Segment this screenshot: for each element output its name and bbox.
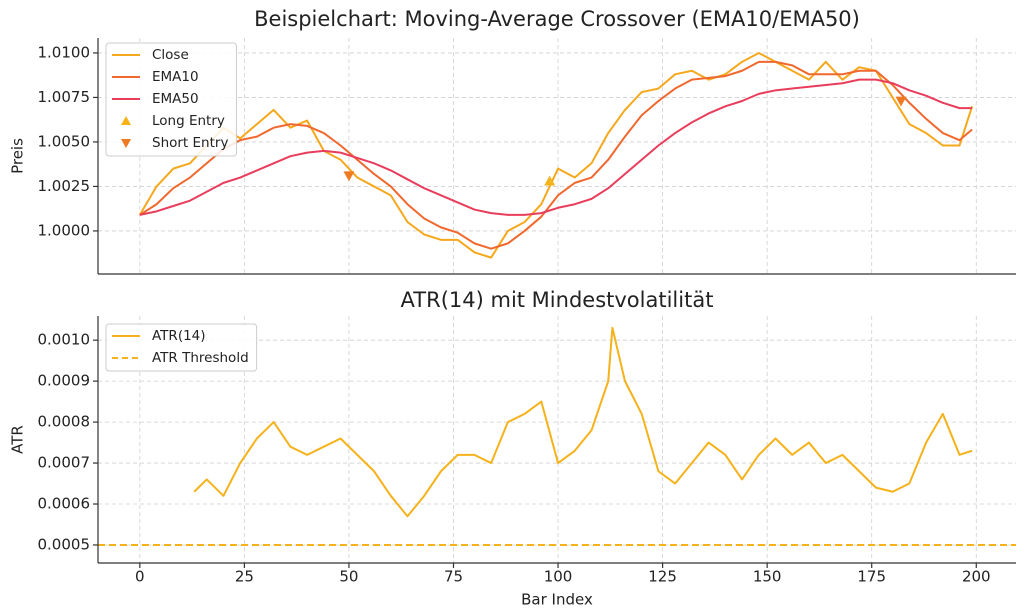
legend-label: EMA50 xyxy=(152,91,199,107)
legend-swatch xyxy=(121,116,131,125)
legend-box xyxy=(105,42,237,157)
series-line xyxy=(139,60,973,250)
x-tick-label: 0 xyxy=(135,568,145,586)
y-tick-label: 0.0008 xyxy=(38,413,91,431)
x-axis-label: Bar Index xyxy=(521,591,593,609)
x-tick-label: 200 xyxy=(962,568,991,586)
series-line xyxy=(139,78,973,216)
x-tick-label: 150 xyxy=(753,568,782,586)
y-tick-label: 1.0100 xyxy=(38,43,91,61)
y-tick-label: 1.0000 xyxy=(38,221,91,239)
legend-box xyxy=(105,323,258,372)
x-tick-label: 25 xyxy=(235,568,254,586)
x-tick-label: 50 xyxy=(339,568,358,586)
y-tick-label: 1.0075 xyxy=(38,88,91,106)
y-axis-label: Preis xyxy=(9,138,27,174)
x-tick-label: 175 xyxy=(857,568,886,586)
series-line xyxy=(193,326,973,518)
y-tick-label: 0.0006 xyxy=(38,495,91,513)
series-line xyxy=(138,51,974,259)
legend-swatch xyxy=(121,139,131,148)
legend: Close EMA10 EMA50 Long Entry Short Entry xyxy=(105,42,237,157)
y-axis-label: ATR xyxy=(9,425,27,454)
legend-label: EMA10 xyxy=(152,69,199,85)
entry-marker xyxy=(343,171,355,182)
x-tick-label: 125 xyxy=(648,568,677,586)
y-tick-label: 1.0050 xyxy=(38,132,91,150)
entry-marker xyxy=(895,96,907,107)
x-tick-label: 100 xyxy=(544,568,573,586)
entry-marker xyxy=(544,175,556,186)
x-tick-label: 75 xyxy=(444,568,463,586)
y-tick-label: 1.0025 xyxy=(38,177,91,195)
legend: ATR(14) ATR Threshold xyxy=(105,323,258,372)
chart-title: ATR(14) mit Mindestvolatilität xyxy=(401,288,714,312)
legend-label: ATR(14) xyxy=(152,328,206,344)
legend-label: Close xyxy=(152,47,189,63)
y-tick-label: 0.0009 xyxy=(38,372,91,390)
y-tick-label: 0.0007 xyxy=(38,454,91,472)
legend-label: Short Entry xyxy=(152,135,228,151)
y-tick-label: 0.0010 xyxy=(38,331,91,349)
chart-title: Beispielchart: Moving-Average Crossover … xyxy=(254,7,860,31)
y-tick-label: 0.0005 xyxy=(38,535,91,553)
legend-label: Long Entry xyxy=(152,113,225,129)
legend-label: ATR Threshold xyxy=(152,350,249,366)
